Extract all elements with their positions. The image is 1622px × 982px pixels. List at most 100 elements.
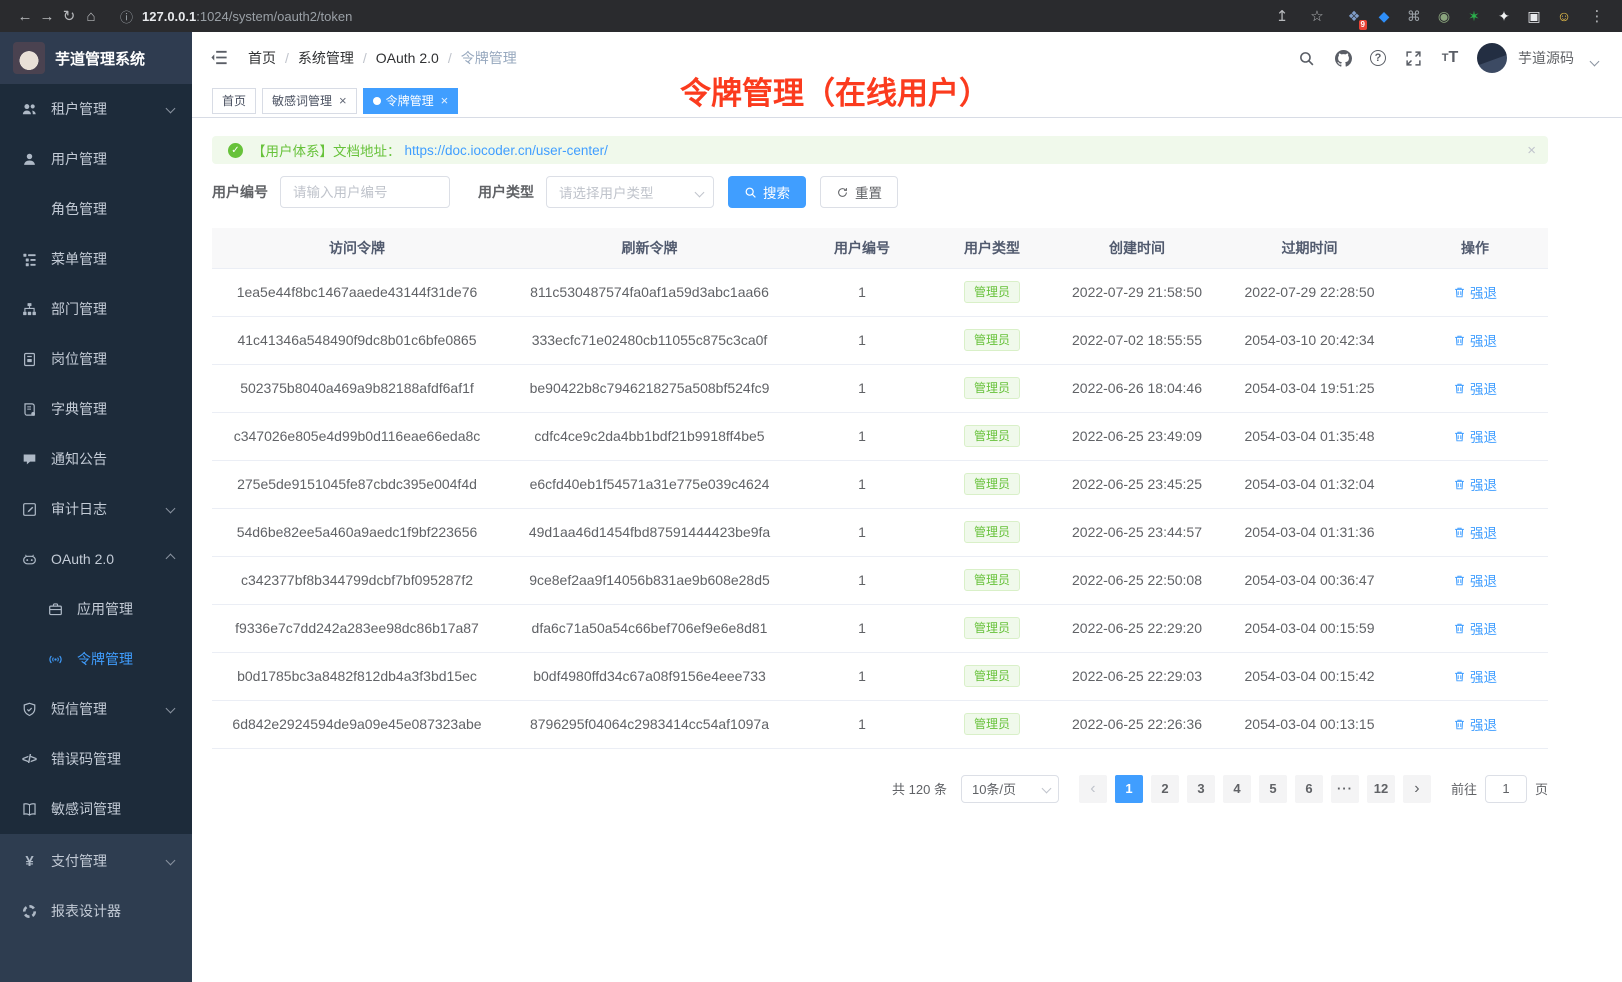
announcement-icon: [20, 452, 38, 467]
close-icon[interactable]: ×: [1527, 141, 1536, 159]
pagination-pages: 1 2 3 4 5 6 ··· 12: [1111, 774, 1399, 803]
browser-forward-icon[interactable]: →: [39, 7, 55, 25]
user-type-select[interactable]: 请选择用户类型: [546, 176, 714, 208]
grid-extension-icon[interactable]: ❖ 9: [1347, 7, 1367, 30]
browser-reload-icon[interactable]: ↻: [62, 8, 76, 25]
force-logout-button[interactable]: 强退: [1453, 570, 1497, 590]
sidebar-item-tenant[interactable]: 租户管理: [0, 84, 192, 134]
breadcrumb-item[interactable]: 首页: [248, 50, 276, 66]
user-id-input[interactable]: [280, 176, 450, 208]
close-icon[interactable]: ×: [440, 93, 449, 108]
sidebar-item-user[interactable]: 用户管理: [0, 134, 192, 184]
green-star-icon[interactable]: ✶: [1468, 7, 1480, 24]
next-page-button[interactable]: ›: [1402, 774, 1431, 803]
refresh-token-cell: 8796295f04064c2983414cc54af1097a: [502, 700, 797, 749]
record-circle-icon[interactable]: ◉: [1437, 7, 1451, 24]
audit-log-icon: [20, 502, 38, 517]
access-token-cell: 6d842e2924594de9a09e45e087323abe: [212, 700, 502, 749]
username[interactable]: 芋道源码: [1518, 50, 1574, 66]
pinwheel-icon[interactable]: ✦: [1498, 7, 1510, 24]
force-logout-button[interactable]: 强退: [1453, 426, 1497, 446]
sidebar-item-sensitive-word[interactable]: 敏感词管理: [0, 784, 192, 834]
help-icon[interactable]: ?: [1370, 50, 1386, 66]
page-button-6[interactable]: 6: [1294, 774, 1323, 803]
search-button[interactable]: 搜索: [728, 176, 806, 208]
gem-icon[interactable]: ◆: [1378, 7, 1390, 24]
fullscreen-icon[interactable]: [1403, 48, 1423, 68]
sidebar-item-errcode[interactable]: </> 错误码管理: [21, 751, 121, 767]
sidebar-item-oauth2-token[interactable]: 令牌管理: [0, 634, 192, 684]
github-icon[interactable]: [1333, 48, 1353, 68]
page-button-4[interactable]: 4: [1222, 774, 1251, 803]
page-ellipsis[interactable]: ···: [1330, 774, 1359, 803]
breadcrumb: 首页 / 系统管理 / OAuth 2.0 / 令牌管理: [248, 48, 517, 68]
share-icon[interactable]: ↥: [1275, 8, 1289, 25]
breadcrumb-item[interactable]: 系统管理: [297, 50, 354, 66]
reset-button[interactable]: 重置: [820, 176, 898, 208]
page-button-1[interactable]: 1: [1114, 774, 1143, 803]
app-logo[interactable]: 芋道管理系统: [0, 32, 192, 84]
force-logout-button[interactable]: 强退: [1453, 330, 1497, 350]
table-row: 502375b8040a469a9b82188afdf6af1f be90422b…: [212, 364, 1548, 413]
browser-menu-icon[interactable]: ⋮: [1589, 8, 1605, 25]
panel-icon[interactable]: ▣: [1527, 7, 1541, 24]
url-bar[interactable]: ⓘ 127.0.0.1:1024/system/oauth2/token: [120, 7, 1271, 26]
force-logout-button[interactable]: 强退: [1453, 522, 1497, 542]
sidebar-item-dict[interactable]: 字典管理: [0, 384, 192, 434]
sidebar-item-post[interactable]: 岗位管理: [0, 334, 192, 384]
table-row: 6d842e2924594de9a09e45e087323abe 8796295f…: [212, 700, 1548, 749]
doc-link[interactable]: https://doc.iocoder.cn/user-center/: [404, 142, 608, 158]
page-button-3[interactable]: 3: [1186, 774, 1215, 803]
force-logout-button[interactable]: 强退: [1453, 282, 1497, 302]
force-logout-button[interactable]: 强退: [1453, 474, 1497, 494]
force-logout-button[interactable]: 强退: [1453, 618, 1497, 638]
browser-back-icon[interactable]: ←: [17, 7, 33, 25]
breadcrumb-item[interactable]: OAuth 2.0: [375, 50, 439, 66]
sidebar-item-notice[interactable]: 通知公告: [0, 434, 192, 484]
sidebar-item-oauth2[interactable]: OAuth 2.0: [0, 534, 192, 584]
sidebar-menu: 租户管理 用户管理角色管理菜单管理 部门管理 岗位管理 字典管理 通知公告 审计日志 OAut…: [0, 84, 192, 834]
page-size-select[interactable]: 10条/页: [960, 774, 1059, 803]
tab-sensitive-word[interactable]: 敏感词管理 ×: [262, 87, 357, 114]
bookmark-star-icon[interactable]: ☆: [1310, 8, 1324, 25]
created-time-cell: 2022-06-25 22:29:03: [1057, 652, 1217, 701]
expire-time-cell: 2054-03-04 19:51:25: [1217, 364, 1402, 413]
goto-page-input[interactable]: [1484, 774, 1527, 803]
expire-time-cell: 2054-03-04 01:32:04: [1217, 460, 1402, 509]
browser-home-icon[interactable]: ⌂: [86, 7, 96, 25]
search-icon[interactable]: [1296, 48, 1316, 68]
expire-time-cell: 2054-03-04 00:36:47: [1217, 556, 1402, 605]
page-button-5[interactable]: 5: [1258, 774, 1287, 803]
user-avatar[interactable]: [1477, 43, 1507, 73]
close-icon[interactable]: ×: [339, 93, 347, 108]
command-circle-icon[interactable]: ⌘: [1407, 7, 1421, 24]
sidebar-item-role[interactable]: 角色管理: [51, 201, 107, 217]
chevron-down-icon[interactable]: [1589, 56, 1600, 66]
sidebar-item-audit[interactable]: 审计日志: [0, 484, 192, 534]
sidebar-item-dept[interactable]: 部门管理: [0, 284, 192, 334]
force-logout-button[interactable]: 强退: [1453, 666, 1497, 686]
trash-icon: [1453, 334, 1466, 347]
sidebar-item-oauth2-app[interactable]: 应用管理: [0, 584, 192, 634]
trash-icon: [1453, 622, 1466, 635]
tab-home[interactable]: 首页: [212, 87, 257, 114]
page-button-12[interactable]: 12: [1366, 774, 1395, 803]
sidebar-item-pay[interactable]: ¥ 支付管理: [0, 836, 192, 886]
force-logout-button[interactable]: 强退: [1453, 714, 1497, 734]
refresh-token-cell: 49d1aa46d1454fbd87591444423be9fa: [502, 508, 797, 557]
user-type-badge: 管理员: [963, 665, 1020, 687]
sidebar-item-menu[interactable]: 菜单管理: [0, 234, 192, 284]
tab-token[interactable]: 令牌管理 ×: [362, 87, 459, 114]
prev-page-button[interactable]: ‹: [1078, 774, 1107, 803]
created-time-cell: 2022-07-02 18:55:55: [1057, 316, 1217, 365]
collapse-sidebar-icon[interactable]: [210, 48, 230, 68]
user-id-cell: 1: [797, 700, 927, 749]
force-logout-button[interactable]: 强退: [1453, 378, 1497, 398]
sidebar-item-report[interactable]: 报表设计器: [0, 886, 192, 936]
access-token-cell: f9336e7c7dd242a283ee98dc86b17a87: [212, 604, 502, 653]
sidebar-item-sms[interactable]: 短信管理: [0, 684, 192, 734]
page-button-2[interactable]: 2: [1150, 774, 1179, 803]
smiley-icon[interactable]: ☺: [1556, 7, 1572, 24]
site-info-icon[interactable]: ⓘ: [120, 9, 134, 25]
